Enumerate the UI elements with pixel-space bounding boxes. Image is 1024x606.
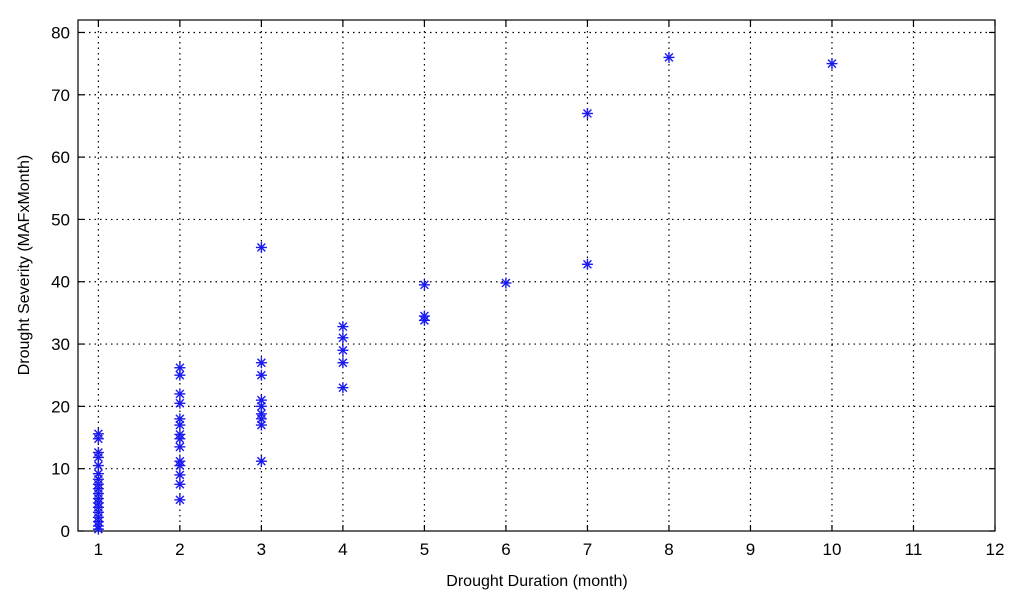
data-point bbox=[174, 413, 186, 425]
y-tick-label: 80 bbox=[51, 23, 70, 42]
y-tick-label: 30 bbox=[51, 335, 70, 354]
data-point bbox=[174, 441, 186, 453]
data-point bbox=[581, 258, 593, 270]
data-point bbox=[337, 332, 349, 344]
x-tick-label: 6 bbox=[501, 540, 510, 559]
data-point bbox=[500, 277, 512, 289]
y-tick-label: 20 bbox=[51, 397, 70, 416]
x-tick-label: 1 bbox=[94, 540, 103, 559]
x-tick-label: 3 bbox=[257, 540, 266, 559]
x-tick-label: 9 bbox=[746, 540, 755, 559]
data-point bbox=[255, 369, 267, 381]
data-point bbox=[337, 344, 349, 356]
data-point bbox=[581, 107, 593, 119]
x-tick-label: 5 bbox=[420, 540, 429, 559]
y-tick-label: 60 bbox=[51, 148, 70, 167]
data-point bbox=[418, 310, 430, 322]
data-point bbox=[174, 388, 186, 400]
data-point bbox=[826, 58, 838, 70]
data-point bbox=[92, 428, 104, 440]
grid-lines bbox=[78, 20, 995, 531]
x-tick-label: 8 bbox=[664, 540, 673, 559]
data-point bbox=[174, 362, 186, 374]
data-point bbox=[337, 382, 349, 394]
data-point bbox=[663, 51, 675, 63]
data-point bbox=[418, 279, 430, 291]
y-tick-label: 70 bbox=[51, 86, 70, 105]
data-point bbox=[337, 321, 349, 333]
data-point bbox=[174, 455, 186, 467]
y-axis-label: Drought Severity (MAFxMonth) bbox=[16, 155, 33, 376]
data-points bbox=[92, 51, 838, 535]
data-point bbox=[174, 397, 186, 409]
x-tick-label: 11 bbox=[905, 540, 923, 559]
x-tick-label: 2 bbox=[175, 540, 184, 559]
x-tick-label: 4 bbox=[338, 540, 347, 559]
x-axis-label: Drought Duration (month) bbox=[446, 573, 627, 590]
data-point bbox=[174, 494, 186, 506]
data-point bbox=[174, 428, 186, 440]
y-tick-label: 0 bbox=[61, 522, 70, 541]
data-point bbox=[92, 446, 104, 458]
y-tick-label: 40 bbox=[51, 273, 70, 292]
plot-frame bbox=[77, 19, 996, 532]
data-point bbox=[255, 455, 267, 467]
data-point bbox=[337, 357, 349, 369]
x-tick-label: 12 bbox=[986, 540, 1005, 559]
data-point bbox=[255, 357, 267, 369]
data-point bbox=[174, 469, 186, 481]
data-point bbox=[255, 394, 267, 406]
data-point bbox=[255, 241, 267, 253]
y-tick-label: 50 bbox=[51, 210, 70, 229]
y-tick-label: 10 bbox=[51, 460, 70, 479]
x-tick-label: 10 bbox=[823, 540, 842, 559]
data-point bbox=[174, 478, 186, 490]
x-tick-label: 7 bbox=[583, 540, 592, 559]
